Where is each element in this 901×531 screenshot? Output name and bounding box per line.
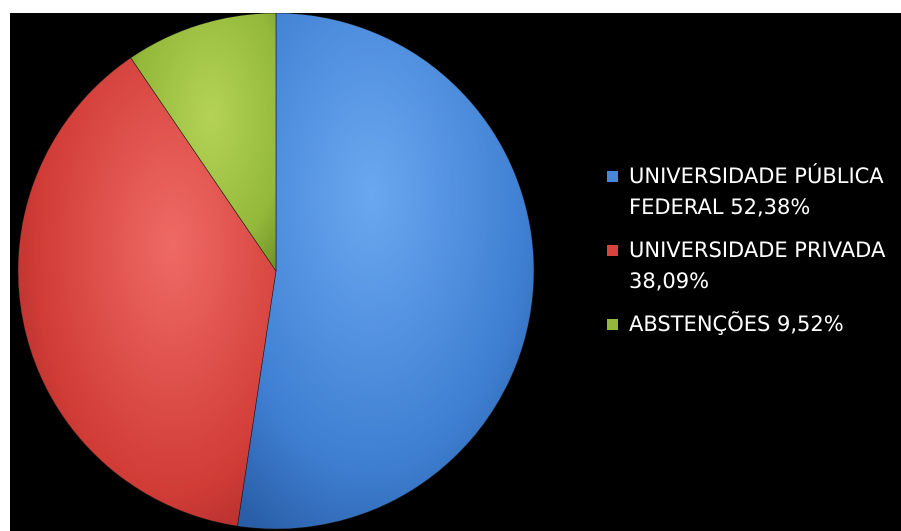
pie-chart — [17, 13, 535, 530]
pie-slice-federal — [237, 13, 535, 530]
legend-item-privada: UNIVERSIDADE PRIVADA 38,09% — [607, 235, 901, 297]
chart-legend: UNIVERSIDADE PÚBLICA FEDERAL 52,38% UNIV… — [607, 161, 901, 352]
legend-label-abstencoes: ABSTENÇÕES 9,52% — [629, 312, 844, 336]
pie-slice-abstencoes — [130, 13, 277, 272]
legend-swatch-federal — [607, 171, 618, 182]
legend-label-federal: UNIVERSIDADE PÚBLICA FEDERAL 52,38% — [629, 164, 884, 219]
legend-swatch-abstencoes — [607, 319, 618, 330]
legend-label-privada: UNIVERSIDADE PRIVADA 38,09% — [629, 238, 886, 293]
legend-swatch-privada — [607, 245, 618, 256]
pie-slice-privada — [17, 57, 277, 527]
legend-item-federal: UNIVERSIDADE PÚBLICA FEDERAL 52,38% — [607, 161, 901, 223]
chart-canvas: UNIVERSIDADE PÚBLICA FEDERAL 52,38% UNIV… — [10, 13, 901, 531]
legend-item-abstencoes: ABSTENÇÕES 9,52% — [607, 309, 901, 340]
